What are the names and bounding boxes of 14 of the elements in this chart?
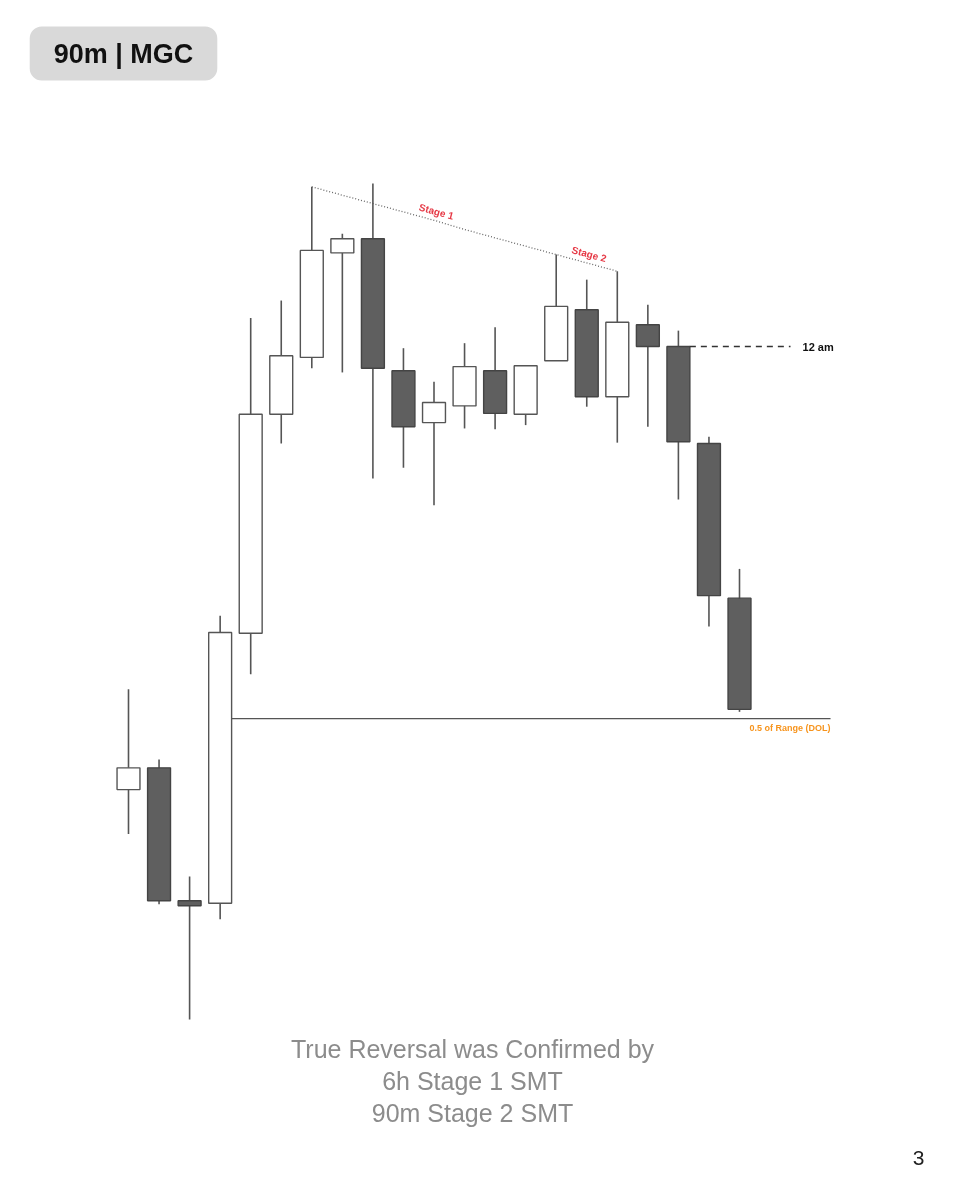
text: True Reversal was Confirmed by bbox=[290, 1034, 655, 1063]
candlestick bbox=[116, 688, 141, 835]
candlestick bbox=[330, 232, 355, 374]
annotation: Stage 1 bbox=[417, 201, 456, 222]
ref-line-label: 12 am bbox=[802, 340, 834, 353]
text: 3 bbox=[912, 1145, 925, 1169]
text: 6h Stage 1 SMT bbox=[382, 1066, 563, 1095]
chart-title: 90m | MGC bbox=[53, 38, 194, 69]
text: 90m Stage 2 SMT bbox=[371, 1098, 574, 1127]
candlestick bbox=[177, 875, 202, 1021]
candlestick bbox=[421, 380, 447, 507]
ref-line-label: 0.5 of Range (DOL) bbox=[749, 722, 831, 733]
annotation: Stage 2 bbox=[570, 244, 609, 265]
candlestick bbox=[635, 303, 661, 428]
